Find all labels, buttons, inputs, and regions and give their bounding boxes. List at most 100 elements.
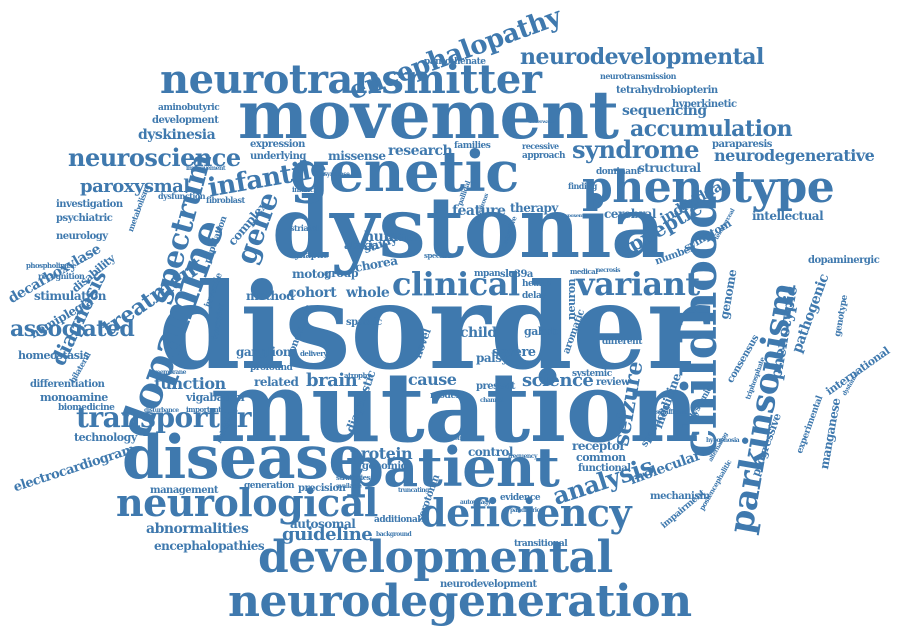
word-mechanism: mechanism — [650, 491, 710, 502]
word-sequencing: sequencing — [622, 103, 707, 119]
word-associated: associated — [10, 316, 135, 342]
word-clinical: clinical — [392, 265, 520, 303]
word-neurodegenerative: neurodegenerative — [714, 146, 875, 165]
word-spastic: spastic — [346, 317, 382, 328]
word-neurotransmission: neurotransmission — [600, 71, 676, 81]
word-developmental: developmental — [258, 532, 613, 583]
word-autophagy: autophagy — [460, 499, 491, 506]
word-different: different — [602, 337, 642, 347]
word-management: management — [150, 485, 219, 496]
word-dysfunction: dysfunction — [158, 191, 206, 201]
word-infancy: infancy — [292, 185, 318, 194]
word-common: common — [576, 451, 626, 464]
word-disease: disease — [122, 423, 367, 493]
word-neurotransmitter: neurotransmitter — [160, 56, 542, 103]
word-movement: movement — [238, 76, 619, 154]
word-cause: cause — [408, 370, 457, 389]
word-gabrb: gabrb — [524, 325, 558, 338]
word-neuron: neuron — [565, 278, 578, 320]
word-disturbance: disturbance — [144, 407, 179, 414]
word-recessive: recessive — [522, 141, 559, 151]
word-health: health — [522, 279, 552, 289]
word-background: background — [376, 531, 412, 538]
word-aminobutyric: aminobutyric — [158, 103, 220, 113]
word-patient: patient — [346, 435, 560, 499]
word-atrophy: atrophy — [344, 371, 371, 380]
word-phospholipase: phospholipase — [26, 261, 76, 270]
word-whole: whole — [346, 285, 390, 301]
word-medical: medical — [570, 267, 598, 276]
word-paroxysmal: paroxysmal — [80, 176, 190, 197]
word-neuroscience: neuroscience — [68, 143, 241, 172]
word-protein: protein — [350, 444, 413, 463]
word-human: human — [364, 229, 416, 245]
word-genetic: genetic — [290, 139, 519, 205]
word-neurology: neurology — [56, 231, 108, 242]
word-present: present — [476, 381, 516, 392]
word-psychiatric: psychiatric — [56, 213, 113, 224]
word-tetrahydrobiopterin: tetrahydrobiopterin — [616, 85, 718, 96]
word-therapy: therapy — [510, 201, 558, 215]
word-slc39a: slc39a — [500, 269, 533, 280]
word-transporter: transporter — [76, 401, 251, 434]
word-synthase: synthase — [324, 171, 350, 178]
word-specific: specific — [424, 251, 451, 260]
word-disorder: disorder — [158, 257, 709, 396]
word-phenotype: phenotype — [582, 162, 835, 213]
word-approach: approach — [522, 151, 566, 161]
word-underwater: underwater — [528, 119, 556, 125]
word-precision: precision — [298, 483, 346, 494]
word-deficiency: deficiency — [420, 490, 632, 535]
word-encephalopathies: encephalopathies — [154, 539, 265, 553]
word-biomedicine: biomedicine — [58, 403, 115, 413]
word-neurodevelopmental: neurodevelopmental — [520, 44, 764, 70]
word-related: related — [254, 375, 299, 389]
word-fibroblast: fibroblast — [206, 195, 245, 205]
word-improvement: improvement — [186, 165, 226, 172]
word-important: important — [186, 405, 221, 414]
word-manganese: manganese — [817, 397, 844, 471]
word-membrane: membrane — [154, 369, 186, 376]
word-missense: missense — [328, 149, 386, 163]
word-technology: technology — [74, 431, 137, 444]
word-child: child — [460, 325, 497, 341]
word-dystonia: dystonia — [272, 178, 666, 277]
word-review: review — [596, 377, 630, 388]
word-neurological: neurological — [116, 480, 378, 525]
word-motor: motor — [292, 267, 331, 281]
word-cerebral: cerebral — [604, 207, 656, 221]
word-abnormalities: abnormalities — [146, 521, 249, 537]
word-intellectual: intellectual — [752, 209, 824, 223]
word-strategies: strategies — [336, 473, 371, 482]
word-feature: feature — [452, 203, 506, 219]
word-dyskinesia: dyskinesia — [138, 127, 216, 143]
word-neurodevelopment: neurodevelopment — [440, 579, 537, 590]
word-truncating: truncating — [398, 487, 429, 494]
word-families: families — [454, 141, 491, 151]
word-investigation: investigation — [56, 199, 123, 210]
word-frequency: frequency — [508, 453, 537, 460]
word-paraparesis: paraparesis — [712, 139, 772, 150]
word-necrosis: necrosis — [596, 267, 621, 274]
word-underlying: underlying — [250, 151, 306, 162]
word-stimulation: stimulation — [34, 289, 106, 303]
word-function: function — [154, 374, 226, 393]
word-genotype: genotype — [833, 294, 851, 338]
word-autosomal: autosomal — [290, 517, 356, 531]
word-structural: structural — [638, 161, 701, 175]
word-development: development — [152, 115, 219, 126]
word-hypoxemia: hypoxemia — [562, 213, 588, 219]
word-genomic: genomic — [362, 461, 407, 472]
word-variant: variant — [576, 265, 700, 303]
word-differentiation: differentiation — [30, 379, 105, 390]
word-systemic: systemic — [572, 369, 612, 379]
word-finding: finding — [568, 181, 597, 191]
word-transitional: transitional — [514, 539, 568, 549]
word-hypophosia: hypophosia — [706, 437, 740, 444]
word-severe: severe — [492, 345, 536, 360]
word-synaptic: synaptic — [290, 251, 329, 261]
word-condition: condition — [434, 435, 462, 442]
word-recognition: recognition — [38, 271, 85, 281]
word-guideline: guideline — [282, 524, 373, 545]
